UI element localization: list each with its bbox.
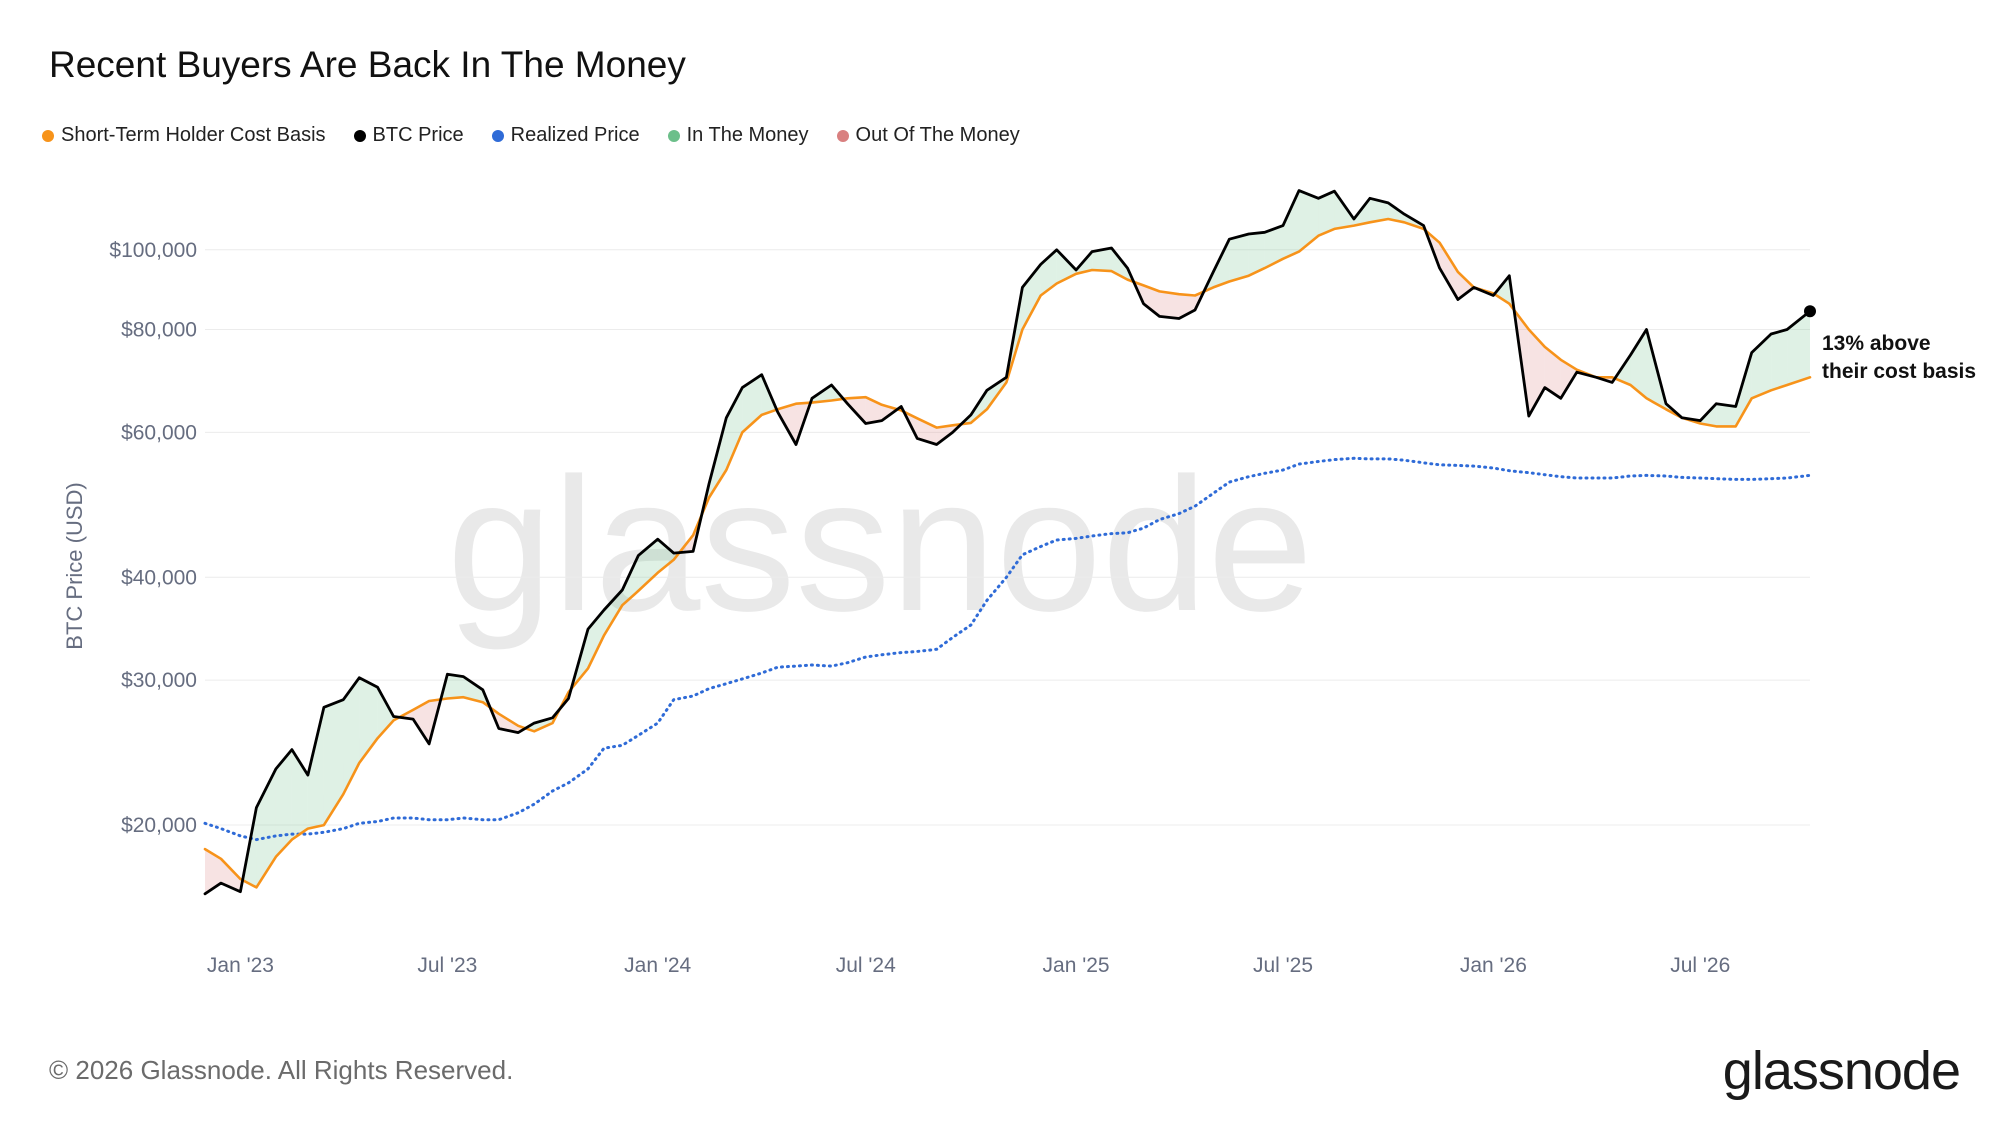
x-tick-label: Jan '24 <box>624 954 691 977</box>
x-tick-label: Jul '25 <box>1253 954 1313 977</box>
in-the-money-area <box>603 590 623 636</box>
legend-label: Short-Term Holder Cost Basis <box>61 124 326 146</box>
in-the-money-area <box>463 676 483 703</box>
in-the-money-area <box>1248 232 1265 276</box>
legend-label: Out Of The Money <box>855 124 1020 146</box>
in-the-money-area <box>1111 247 1128 280</box>
glassnode-logo[interactable]: glassnode <box>1722 1041 1961 1101</box>
out-of-the-money-area <box>1143 285 1160 317</box>
in-the-money-area <box>726 387 743 471</box>
in-the-money-area <box>359 677 378 763</box>
legend-label: BTC Price <box>372 124 464 146</box>
in-the-money-area <box>323 699 344 826</box>
legend-item-sth-cost-basis[interactable]: Short-Term Holder Cost Basis <box>42 124 326 147</box>
btc-price-line <box>203 189 1812 896</box>
x-tick-label: Jan '23 <box>207 954 274 977</box>
y-tick-label: $100,000 <box>109 239 197 262</box>
annotation-line-2: their cost basis <box>1822 360 1976 383</box>
in-the-money-area <box>275 749 292 857</box>
out-of-the-money-area <box>1178 294 1195 319</box>
last-price-marker[interactable] <box>1804 305 1816 318</box>
y-tick-label: $30,000 <box>121 669 197 692</box>
y-tick-label: $60,000 <box>121 421 197 444</box>
x-tick-label: Jul '26 <box>1670 954 1730 977</box>
in-the-money-area <box>1022 264 1041 330</box>
out-of-the-money-area <box>1560 359 1577 399</box>
x-tick-label: Jul '24 <box>836 954 896 977</box>
in-the-money-area <box>291 749 308 840</box>
in-the-money-area <box>1092 247 1112 272</box>
legend-item-in-the-money[interactable]: In The Money <box>667 124 809 147</box>
out-of-the-money-area <box>1544 346 1561 399</box>
annotation-line-1: 13% above <box>1822 332 1931 355</box>
in-the-money-area <box>1751 334 1772 399</box>
in-the-money-area <box>1213 239 1230 288</box>
in-the-money-area <box>657 539 674 573</box>
in-the-money-area <box>1630 329 1647 399</box>
legend: Short-Term Holder Cost Basis BTC Price R… <box>42 124 1020 147</box>
legend-swatch-orange <box>42 129 54 142</box>
in-the-money-area <box>377 687 394 739</box>
money-fill-areas <box>205 190 1810 894</box>
in-the-money-area <box>1283 190 1300 259</box>
in-the-money-area <box>1229 234 1249 282</box>
legend-label: Realized Price <box>510 124 640 146</box>
out-of-the-money-area <box>936 425 953 445</box>
y-tick-label: $40,000 <box>121 566 197 589</box>
out-of-the-money-area <box>413 700 430 744</box>
realized-price-line <box>203 456 1812 842</box>
x-tick-label: Jan '25 <box>1043 954 1110 977</box>
chart-title: Recent Buyers Are Back In The Money <box>49 44 686 85</box>
out-of-the-money-area <box>1159 291 1179 319</box>
legend-item-realized-price[interactable]: Realized Price <box>491 124 640 147</box>
in-the-money-area <box>1787 311 1810 385</box>
sth-cost-basis-line <box>203 217 1812 889</box>
in-the-money-area <box>1735 352 1752 427</box>
watermark: glassnode <box>447 439 1313 651</box>
legend-swatch-black <box>353 129 366 142</box>
out-of-the-money-area <box>205 849 222 894</box>
in-the-money-area <box>1369 198 1389 223</box>
in-the-money-area <box>1299 190 1319 252</box>
legend-swatch-blue <box>491 129 504 142</box>
gridlines <box>205 249 1810 826</box>
legend-item-out-of-the-money[interactable]: Out Of The Money <box>836 124 1020 147</box>
in-the-money-area <box>1334 191 1354 229</box>
x-tick-label: Jul '23 <box>417 954 477 977</box>
in-the-money-area <box>1318 191 1335 236</box>
in-the-money-area <box>1494 275 1510 304</box>
y-tick-label: $80,000 <box>121 319 197 342</box>
in-the-money-area <box>1388 202 1405 223</box>
in-the-money-area <box>1264 225 1284 269</box>
x-tick-label: Jan '26 <box>1460 954 1527 977</box>
out-of-the-money-area <box>917 418 937 445</box>
legend-label: In The Money <box>686 124 809 146</box>
y-tick-label: $20,000 <box>121 814 197 837</box>
in-the-money-area <box>1771 329 1788 391</box>
legend-swatch-red <box>836 129 849 142</box>
out-of-the-money-area <box>221 858 241 892</box>
out-of-the-money-area <box>1457 271 1474 300</box>
legend-swatch-green <box>667 129 680 142</box>
out-of-the-money-area <box>1439 242 1458 300</box>
in-the-money-area <box>447 674 464 699</box>
y-axis-title: BTC Price (USD) <box>62 482 87 649</box>
copyright-footer: © 2026 Glassnode. All Rights Reserved. <box>49 1055 514 1085</box>
out-of-the-money-area <box>498 713 519 733</box>
in-the-money-area <box>343 677 360 795</box>
in-the-money-area <box>1716 403 1736 427</box>
x-axis-ticks: Jan '23 Jul '23 Jan '24 Jul '24 Jan '25 Jul '… <box>207 954 1730 977</box>
series-lines <box>203 189 1812 896</box>
legend-item-btc-price[interactable]: BTC Price <box>353 124 464 147</box>
in-the-money-area <box>307 707 324 829</box>
y-axis-ticks: $20,000 $30,000 $40,000 $60,000 $80,000 $100,… <box>109 239 197 837</box>
